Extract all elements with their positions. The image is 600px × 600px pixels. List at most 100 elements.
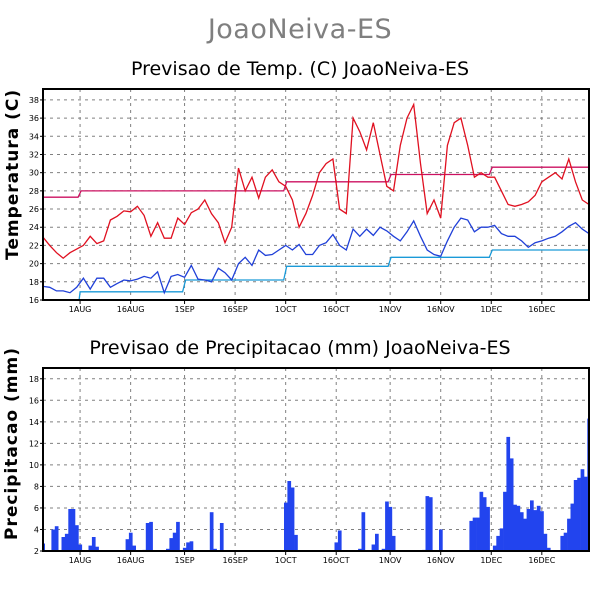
precip-bar	[68, 509, 72, 551]
precip-bar	[526, 509, 531, 551]
precip-bar	[533, 510, 538, 551]
precip-bar	[570, 503, 575, 551]
precip-bar	[425, 496, 430, 551]
precip-ytick-label: 2	[34, 547, 39, 556]
precip-bar	[361, 512, 366, 551]
temp-xtick-label: 1NOV	[379, 305, 402, 314]
temp-xtick-label: 1AUG	[69, 305, 92, 314]
precip-xtick-label: 1SEP	[175, 556, 195, 565]
precip-bar	[78, 544, 83, 551]
precip-plot-frame	[42, 367, 590, 552]
precip-bar	[439, 529, 443, 551]
precip-bar	[166, 548, 170, 551]
temp-xtick-label: 16NOV	[427, 305, 455, 314]
precip-bar	[219, 523, 224, 551]
precip-bar	[499, 528, 504, 551]
temp-xtick-label: 16AUG	[117, 305, 145, 314]
precip-bar	[172, 532, 177, 551]
temp-series-min-line	[43, 217, 589, 295]
temp-series-clim-max-line	[43, 166, 589, 198]
precip-bar	[540, 511, 544, 551]
precip-bar	[546, 547, 551, 551]
precip-bar	[385, 501, 389, 551]
precip-bar	[536, 505, 541, 551]
precip-bar	[486, 506, 490, 551]
temp-ytick-label: 34	[29, 132, 39, 141]
temp-xtick-label: 16SEP	[223, 305, 248, 314]
precip-bar	[543, 533, 548, 551]
temp-ytick-label: 26	[29, 205, 39, 214]
temp-series-max-line	[43, 102, 589, 260]
precip-bar	[519, 512, 524, 551]
precip-bar	[563, 532, 568, 551]
precip-xtick-label: 16DEC	[528, 556, 555, 565]
precip-ytick-label: 12	[29, 439, 39, 448]
precip-bar	[509, 458, 514, 551]
precip-ytick-label: 8	[34, 482, 39, 491]
temp-ytick-label: 36	[29, 114, 39, 123]
precip-bar	[95, 546, 99, 551]
temp-ytick-label: 28	[29, 187, 39, 196]
precip-bar	[91, 537, 96, 551]
temp-ytick-label: 32	[29, 150, 39, 159]
temp-xtick-label: 16OCT	[323, 305, 350, 314]
precip-xtick-label: 1AUG	[69, 556, 92, 565]
precip-bar	[334, 542, 339, 551]
precip-xtick-label: 16NOV	[427, 556, 455, 565]
precip-bar	[476, 517, 480, 551]
precip-bar	[149, 521, 153, 551]
precip-bar	[358, 548, 362, 551]
precip-bar	[54, 526, 59, 551]
temp-xtick-label: 16DEC	[528, 305, 555, 314]
precip-ytick-label: 18	[29, 375, 39, 384]
precip-bar	[381, 548, 386, 551]
precip-bar	[186, 542, 190, 551]
precip-bar	[61, 537, 66, 551]
precip-bar	[64, 533, 69, 551]
precip-bar	[182, 547, 187, 551]
precip-bar	[213, 548, 217, 551]
precip-bar	[71, 509, 76, 551]
temperature-chart: 16 18 20 22 24 26 28 30 32 34 36 38 1AUG 16AUG 1SEP 16S…	[29, 88, 590, 314]
temp-ytick-label: 30	[29, 169, 39, 178]
precip-xtick-label: 16AUG	[117, 556, 145, 565]
precip-bar	[375, 533, 379, 551]
temp-chart-title: Previsao de Temp. (C) JoaoNeiva-ES	[130, 58, 470, 80]
precip-bar	[506, 436, 511, 551]
precip-bar	[287, 481, 292, 551]
precip-xtick-label: 1OCT	[275, 556, 297, 565]
precip-bar	[503, 491, 507, 551]
precip-bar	[290, 487, 295, 551]
precipitation-chart: 2 4 6 8 10 12 14 16 18 1AUG 16AUG 1SEP 16SEP 1OCT 16OC…	[29, 367, 590, 565]
precip-bar	[573, 480, 578, 551]
precip-ytick-label: 10	[29, 461, 39, 470]
temp-series-clim-min-line	[78, 249, 589, 300]
precip-chart-title: Previsao de Precipitacao (mm) JoaoNeiva-…	[89, 337, 511, 359]
precip-bar	[583, 476, 588, 551]
temp-xtick-label: 1SEP	[175, 305, 195, 314]
precip-bar	[128, 532, 133, 551]
precip-bar	[482, 497, 487, 551]
precip-bar	[51, 529, 56, 551]
precip-ytick-label: 16	[29, 396, 39, 405]
precip-bar	[567, 518, 571, 551]
precip-ytick-label: 6	[34, 504, 39, 513]
precip-bar	[577, 477, 581, 551]
precip-bar	[560, 535, 565, 551]
precip-bar	[496, 535, 500, 551]
temp-ytick-label: 24	[29, 223, 39, 232]
temp-ytick-label: 16	[29, 296, 39, 305]
precip-bar	[75, 525, 79, 551]
precip-xtick-label: 1DEC	[480, 556, 502, 565]
precip-bar	[523, 518, 527, 551]
precip-bar	[88, 545, 93, 551]
precip-bar	[530, 500, 534, 551]
precip-bar	[371, 544, 376, 551]
precip-bar	[189, 541, 194, 551]
temp-plot-frame	[42, 88, 590, 301]
precip-bar	[391, 535, 396, 551]
precip-bar	[176, 521, 180, 551]
precip-bar	[294, 534, 298, 551]
temp-xtick-label: 1DEC	[480, 305, 502, 314]
